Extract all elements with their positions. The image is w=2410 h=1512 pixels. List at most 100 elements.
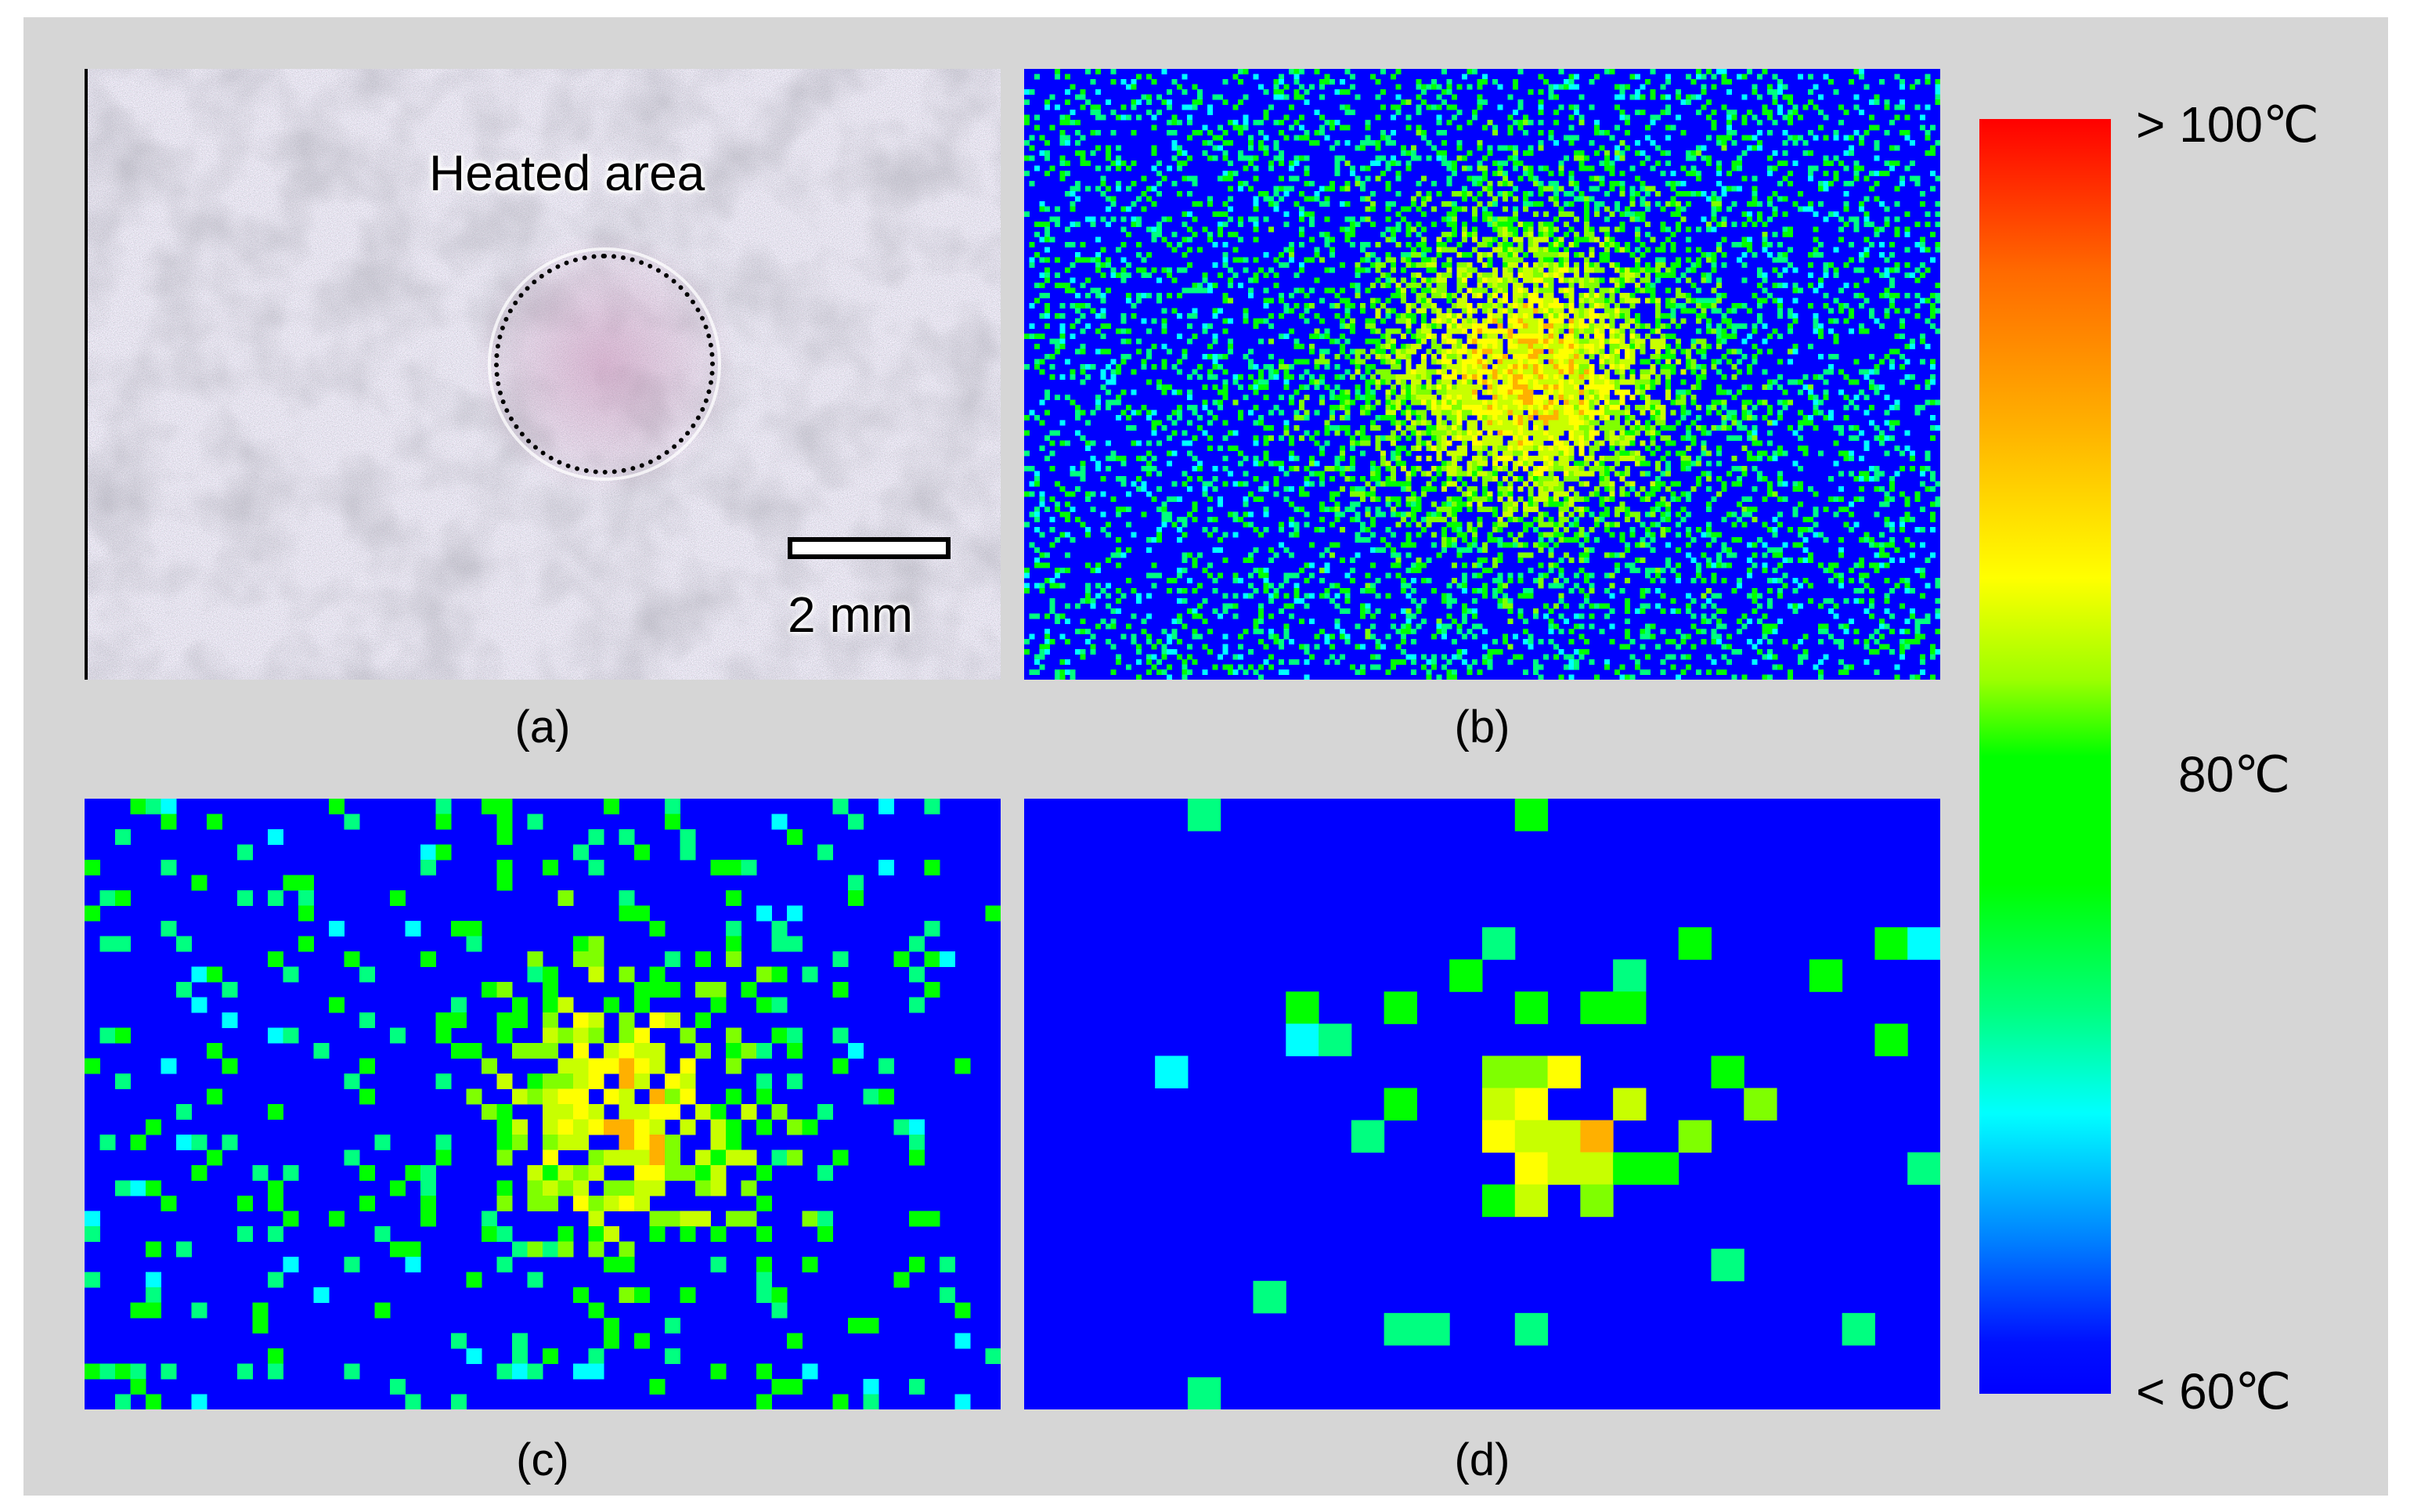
thermal-pixel <box>1798 466 1803 471</box>
thermal-pixel <box>1696 303 1701 309</box>
thermal-pixel <box>1680 369 1687 375</box>
thermal-pixel <box>1553 84 1559 90</box>
thermal-pixel <box>1293 272 1300 278</box>
thermal-pixel <box>1762 384 1768 390</box>
thermal-pixel <box>1686 277 1691 283</box>
thermal-pixel <box>1741 222 1748 227</box>
thermal-pixel <box>1405 232 1412 237</box>
thermal-pixel <box>1614 456 1620 461</box>
thermal-pixel <box>1635 318 1640 324</box>
thermal-pixel <box>1553 446 1559 451</box>
thermal-pixel <box>1925 150 1931 156</box>
thermal-pixel <box>1808 384 1813 390</box>
thermal-pixel <box>1635 94 1640 100</box>
thermal-pixel <box>1329 79 1335 85</box>
thermal-pixel <box>1589 287 1595 294</box>
thermal-pixel <box>1299 232 1304 237</box>
thermal-pixel <box>1568 323 1575 329</box>
thermal-pixel <box>1523 338 1528 345</box>
thermal-pixel <box>1416 104 1422 110</box>
thermal-pixel <box>1405 124 1412 131</box>
thermal-pixel <box>1497 354 1503 359</box>
thermal-pixel <box>1497 165 1503 171</box>
thermal-pixel <box>1690 79 1697 85</box>
thermal-pixel <box>1696 247 1701 253</box>
thermal-pixel <box>1492 405 1498 410</box>
thermal-pixel <box>1228 120 1233 125</box>
thermal-pixel <box>1680 181 1687 186</box>
thermal-pixel <box>1258 379 1264 385</box>
thermal-pixel <box>1609 298 1615 304</box>
thermal-pixel <box>1533 374 1539 380</box>
thermal-pixel <box>1650 399 1656 406</box>
thermal-pixel <box>1441 446 1447 451</box>
thermal-pixel <box>1289 374 1294 380</box>
thermal-pixel <box>1059 420 1066 426</box>
thermal-pixel <box>1676 211 1681 217</box>
thermal-pixel <box>1874 318 1880 324</box>
heated-area-circle <box>494 254 715 475</box>
thermal-pixel <box>1635 283 1640 288</box>
thermal-pixel <box>1737 186 1742 192</box>
thermal-pixel <box>1838 450 1844 456</box>
thermal-pixel <box>1334 165 1340 171</box>
thermal-pixel <box>1273 460 1279 467</box>
thermal-pixel <box>1161 267 1167 273</box>
thermal-pixel <box>1599 410 1605 416</box>
thermal-pixel <box>1085 277 1091 283</box>
thermal-pixel <box>1533 466 1539 471</box>
thermal-pixel <box>1146 226 1152 233</box>
thermal-pixel <box>1452 369 1457 375</box>
thermal-pixel <box>1701 446 1707 451</box>
thermal-pixel <box>1436 313 1442 319</box>
thermal-pixel <box>1640 267 1646 273</box>
thermal-pixel <box>1293 389 1300 395</box>
thermal-pixel <box>1401 150 1406 156</box>
thermal-pixel <box>1843 450 1849 456</box>
thermal-pixel <box>1340 344 1345 349</box>
thermal-pixel <box>1472 369 1477 375</box>
thermal-pixel <box>1370 348 1376 355</box>
thermal-pixel <box>1904 130 1910 135</box>
thermal-pixel <box>1253 206 1259 212</box>
thermal-pixel <box>1752 201 1758 207</box>
thermal-pixel <box>1487 369 1493 375</box>
thermal-pixel <box>1813 236 1819 243</box>
thermal-pixel <box>1218 226 1223 233</box>
thermal-pixel <box>1309 379 1315 385</box>
thermal-pixel <box>1782 450 1788 456</box>
thermal-pixel <box>1788 171 1793 176</box>
thermal-pixel <box>1431 410 1437 416</box>
thermal-pixel <box>1314 379 1320 385</box>
thermal-pixel <box>1538 395 1544 400</box>
thermal-pixel <box>1741 384 1748 390</box>
thermal-pixel <box>1640 395 1646 400</box>
thermal-pixel <box>1879 323 1885 329</box>
thermal-pixel <box>1599 354 1605 359</box>
thermal-pixel <box>1405 303 1412 309</box>
thermal-pixel <box>1564 222 1569 227</box>
thermal-pixel <box>1314 440 1320 446</box>
thermal-pixel <box>1503 425 1508 431</box>
thermal-pixel <box>1477 242 1483 247</box>
thermal-pixel <box>1670 410 1676 416</box>
thermal-pixel <box>1528 389 1534 395</box>
thermal-pixel <box>1293 161 1300 166</box>
thermal-pixel <box>1477 191 1483 197</box>
thermal-pixel <box>1492 384 1498 390</box>
thermal-pixel <box>1721 405 1727 410</box>
thermal-pixel <box>1650 450 1656 456</box>
thermal-pixel <box>1553 450 1559 456</box>
thermal-pixel <box>1731 334 1737 339</box>
thermal-pixel <box>1619 211 1625 217</box>
thermal-pixel <box>1110 456 1117 461</box>
thermal-pixel <box>1660 94 1666 100</box>
thermal-pixel <box>1039 206 1045 212</box>
thermal-pixel <box>1558 257 1564 263</box>
thermal-pixel <box>1482 303 1488 309</box>
thermal-pixel <box>1365 384 1371 390</box>
thermal-pixel <box>1065 140 1070 146</box>
thermal-pixel <box>1594 303 1600 309</box>
thermal-pixel <box>1584 348 1589 355</box>
thermal-pixel <box>1665 150 1671 156</box>
